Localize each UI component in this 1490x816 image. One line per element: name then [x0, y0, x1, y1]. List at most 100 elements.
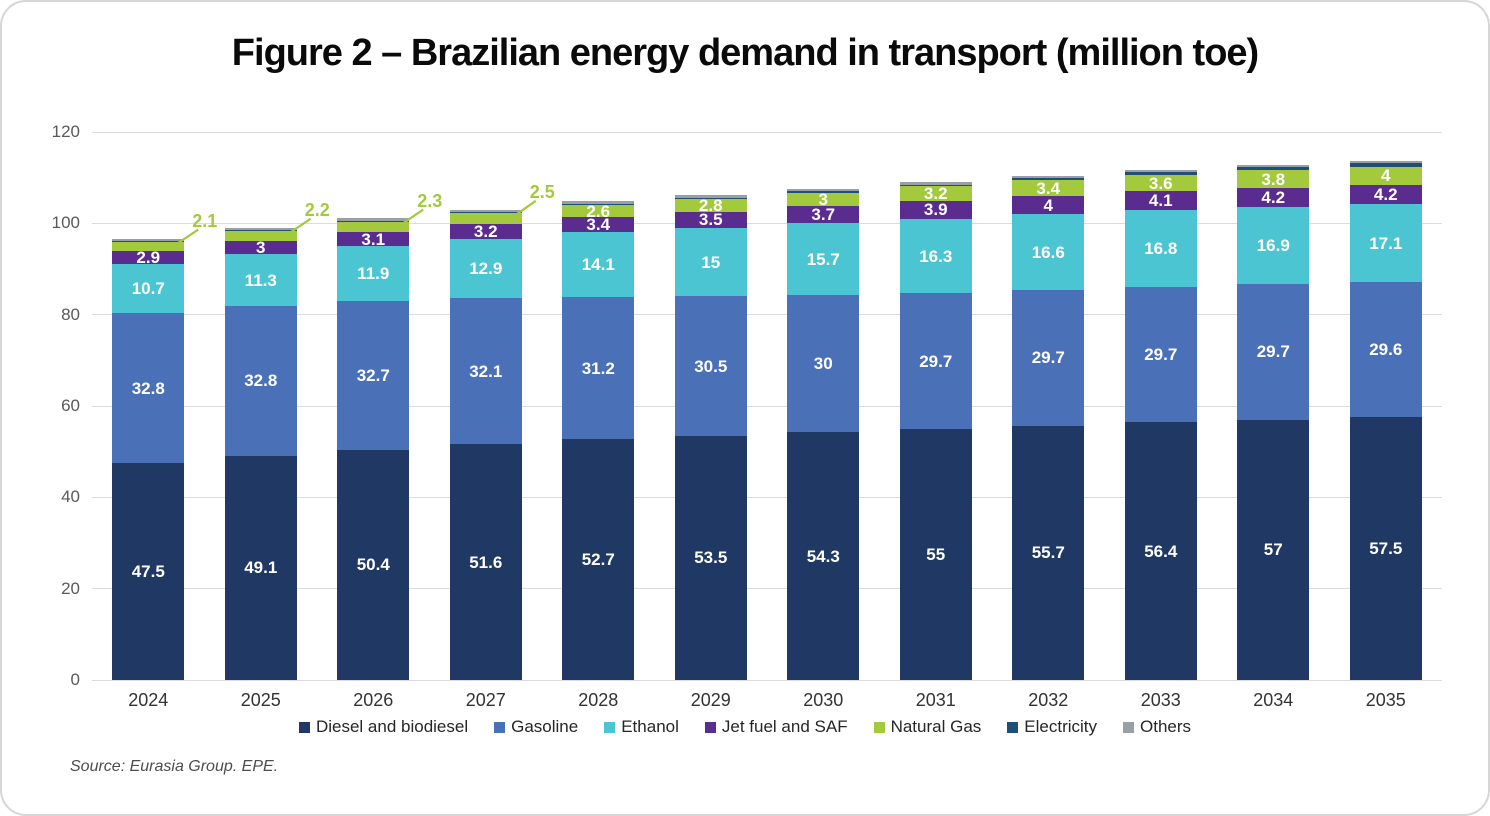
bar-segment-jet-fuel-and-saf: 2.9 [112, 248, 185, 268]
natural-gas-callout-label: 2.1 [192, 210, 218, 231]
bar-segment-jet-fuel-and-saf: 3.4 [562, 215, 635, 235]
bar-segment-electricity [1237, 167, 1310, 171]
bar-segment-label: 4.2 [1373, 185, 1398, 205]
bar-segment-gasoline: 29.7 [1237, 284, 1310, 420]
bar-segment-label: 32.1 [469, 361, 503, 381]
bar-segment-electricity [1349, 163, 1422, 167]
bar-segment-natural-gas [112, 241, 185, 252]
bar-segment-jet-fuel-and-saf: 4.1 [1124, 191, 1197, 211]
bar-segment-natural-gas: 3 [787, 190, 860, 210]
bar-segment-diesel-and-biodiesel: 52.7 [562, 439, 635, 680]
legend-item-gasoline: Gasoline [494, 718, 578, 736]
x-axis-label: 2033 [1140, 690, 1181, 710]
bar-segment-electricity [1012, 178, 1085, 181]
bar-segment-label: 52.7 [581, 550, 615, 570]
bar-segment-ethanol: 11.9 [337, 246, 410, 301]
x-axis-label: 2025 [240, 690, 281, 710]
bar-segment-ethanol: 16.3 [899, 218, 972, 294]
bar-segment-jet-fuel-and-saf: 3.2 [449, 222, 522, 242]
bar-segment-jet-fuel-and-saf: 3 [224, 239, 297, 256]
bar-segment-natural-gas [337, 221, 410, 233]
plot-area: 47.5 32.8 10.7 2.9 2.1 49.1 32.8 11.3 3 2.2 50.4 32… [92, 131, 1442, 681]
bar-segment-natural-gas: 3.8 [1237, 169, 1310, 189]
bar-segment-electricity [1124, 172, 1197, 175]
bar-segment-electricity [787, 190, 860, 193]
legend-swatch [873, 721, 885, 733]
figure-title: Figure 2 – Brazilian energy demand in tr… [231, 32, 1259, 74]
x-axis-label: 2024 [128, 690, 169, 710]
bar-segment-label: 11.9 [357, 263, 390, 283]
bar-segment-jet-fuel-and-saf: 4.2 [1237, 187, 1310, 207]
bar-segment-label: 31.2 [581, 358, 615, 378]
gridline [92, 405, 1442, 407]
bar-segment-others [224, 227, 297, 231]
legend-swatch [494, 721, 506, 733]
bar-segment-jet-fuel-and-saf: 4.2 [1349, 184, 1422, 205]
legend-item-electricity: Electricity [1007, 718, 1097, 736]
bar-segment-label: 53.5 [694, 548, 728, 568]
x-axis: 2024 2025 2026 2027 2028 2029 2030 2031 2032 2033… [92, 690, 1442, 714]
x-axis-label: 2034 [1253, 690, 1294, 710]
bar-segment-label: 29.7 [1031, 348, 1065, 368]
legend-swatch [604, 721, 616, 733]
bar-segment-label: 32.8 [244, 371, 278, 391]
bar-segment-others [112, 238, 185, 242]
bar-segment-label: 15 [701, 252, 721, 272]
source-note: Source: Eurasia Group. EPE. [70, 758, 279, 775]
legend-item-jet-fuel-and-saf: Jet fuel and SAF [704, 717, 848, 736]
bar-segment-natural-gas: 3.6 [1124, 175, 1197, 192]
x-axis-label: 2026 [353, 690, 394, 710]
bar-segment-jet-fuel-and-saf: 3.5 [674, 211, 747, 228]
bar-segment-gasoline: 29.7 [1124, 286, 1197, 423]
bar-segment-ethanol: 14.1 [562, 232, 635, 297]
y-tick-label: 60 [61, 396, 80, 415]
bar-segment-diesel-and-biodiesel: 51.6 [449, 444, 522, 680]
legend-item-ethanol: Ethanol [604, 718, 679, 736]
bar-segment-ethanol: 10.7 [112, 264, 185, 314]
bar-segment-label: 55.7 [1031, 543, 1065, 563]
bar-segment-label: 3.2 [473, 222, 498, 242]
bar-segment-label: 16.6 [1031, 242, 1065, 262]
y-tick-label: 120 [51, 122, 80, 141]
y-tick-label: 80 [61, 304, 80, 324]
y-tick-label: 40 [61, 487, 80, 507]
bar-segment-label: 30 [813, 354, 833, 374]
bar-segment-label: 14.1 [581, 255, 615, 275]
bar-segment-others [674, 195, 747, 198]
bar-segment-ethanol: 16.6 [1012, 214, 1085, 291]
bar-segment-label: 3.9 [923, 200, 948, 220]
bar-segment-electricity [899, 184, 972, 187]
bar-segment-label: 3.2 [923, 184, 948, 204]
legend-label: Jet fuel and SAF [721, 717, 848, 736]
bar-segment-gasoline: 32.8 [224, 306, 297, 456]
natural-gas-callout-label: 2.5 [529, 181, 555, 202]
x-axis-label: 2035 [1365, 690, 1406, 710]
bar-segment-others [1237, 164, 1310, 168]
bar-segment-label: 3 [818, 190, 828, 210]
bar-segment-others [337, 218, 410, 221]
legend-label: Natural Gas [890, 717, 982, 736]
bar-segment-label: 3.7 [811, 205, 836, 225]
legend-item-others: Others [1123, 718, 1191, 736]
bar-segment-natural-gas: 2.8 [674, 196, 747, 216]
bar-segment-label: 3.4 [586, 215, 611, 235]
bar-segment-label: 2.9 [136, 248, 161, 268]
bar-segment-label: 16.9 [1256, 235, 1290, 255]
bar-segment-jet-fuel-and-saf: 3.9 [899, 200, 972, 220]
bar-segment-label: 4.1 [1148, 191, 1173, 211]
bar-segment-electricity [562, 203, 635, 206]
legend-swatch [1007, 721, 1019, 733]
bar-segment-label: 3.8 [1261, 169, 1286, 189]
bar-segment-jet-fuel-and-saf: 3.1 [337, 231, 410, 248]
bar-segment-gasoline: 29.6 [1349, 282, 1422, 418]
y-tick-label: 100 [51, 213, 80, 233]
bar-segment-natural-gas: 3.4 [1012, 180, 1085, 197]
bar-segment-label: 29.7 [1144, 345, 1178, 365]
bar-segment-label: 17.1 [1369, 233, 1403, 253]
bar-segment-diesel-and-biodiesel: 57.5 [1349, 417, 1422, 680]
bar-segment-label: 56.4 [1144, 541, 1178, 561]
bar-segment-label: 49.1 [244, 558, 278, 578]
bar-segment-diesel-and-biodiesel: 47.5 [112, 463, 185, 680]
bar-segment-label: 2.8 [698, 196, 723, 216]
